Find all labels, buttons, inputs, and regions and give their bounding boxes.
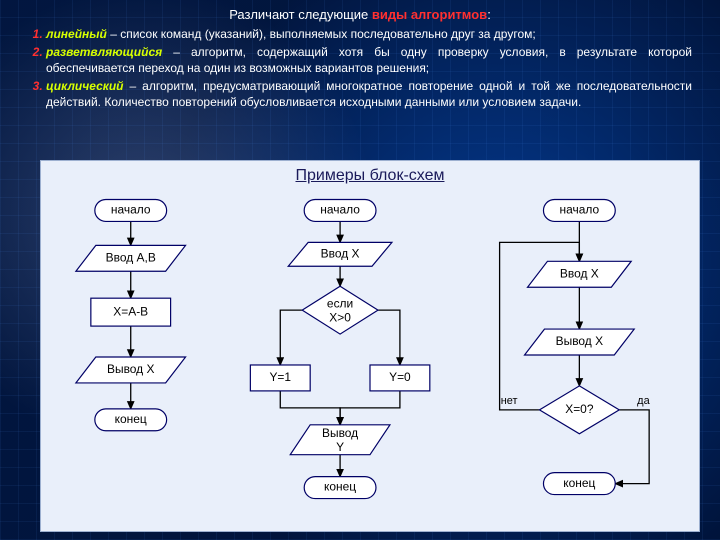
svg-text:конец: конец xyxy=(115,412,147,426)
svg-text:нет: нет xyxy=(501,395,518,407)
def-linear: линейный – список команд (указаний), вып… xyxy=(46,26,692,42)
desc-cyclic: – алгоритм, предусматривающий многократн… xyxy=(46,79,692,109)
node-p4: X=0? xyxy=(539,386,619,434)
node-m4: Y=1 xyxy=(250,365,310,391)
node-p2: Ввод X xyxy=(528,261,632,287)
definitions-block: Различают следующие виды алгоритмов: лин… xyxy=(0,0,720,110)
term-branching: разветвляющийся xyxy=(46,45,162,59)
svg-text:начало: начало xyxy=(320,203,360,217)
node-p5: конец xyxy=(543,473,615,495)
flowchart-panel: Примеры блок-схем начало Ввод A,B X=A-B Выв… xyxy=(40,160,700,532)
svg-text:Ввод X: Ввод X xyxy=(321,246,360,260)
svg-text:Y: Y xyxy=(336,440,344,454)
node-m7: конец xyxy=(304,477,376,499)
svg-text:Вывод X: Вывод X xyxy=(107,362,154,376)
svg-text:Y=0: Y=0 xyxy=(389,370,411,384)
node-p1: начало xyxy=(543,199,615,221)
node-m2: Ввод X xyxy=(288,242,392,266)
def-branching: разветвляющийся – алгоритм, содержащий х… xyxy=(46,44,692,76)
node-m1: начало xyxy=(304,199,376,221)
term-cyclic: циклический xyxy=(46,79,124,93)
flowcharts-svg: начало Ввод A,B X=A-B Вывод X конец начало Вво… xyxy=(41,187,699,529)
title-pre: Различают следующие xyxy=(229,7,372,22)
svg-text:X=0?: X=0? xyxy=(565,402,594,416)
svg-text:Ввод X: Ввод X xyxy=(560,266,599,280)
svg-text:если: если xyxy=(327,296,353,310)
def-cyclic: циклический – алгоритм, предусматривающи… xyxy=(46,78,692,110)
term-linear: линейный xyxy=(46,27,107,41)
node-m6: ВыводY xyxy=(290,425,390,455)
svg-text:Вывод X: Вывод X xyxy=(556,334,603,348)
svg-text:X>0: X>0 xyxy=(329,310,351,324)
node-m3: еслиX>0 xyxy=(302,286,378,334)
svg-text:конец: конец xyxy=(324,480,356,494)
svg-text:начало: начало xyxy=(560,203,600,217)
node-n3: X=A-B xyxy=(91,298,171,326)
node-n1: начало xyxy=(95,199,167,221)
node-n4: Вывод X xyxy=(76,357,186,383)
desc-linear: – список команд (указаний), выполняемых … xyxy=(107,27,536,41)
node-n5: конец xyxy=(95,409,167,431)
svg-text:Y=1: Y=1 xyxy=(269,370,291,384)
svg-text:да: да xyxy=(637,395,650,407)
svg-text:Ввод A,B: Ввод A,B xyxy=(106,250,156,264)
svg-text:Вывод: Вывод xyxy=(322,426,358,440)
title-post: : xyxy=(487,7,491,22)
definitions-list: линейный – список команд (указаний), вып… xyxy=(28,26,692,111)
node-m5: Y=0 xyxy=(370,365,430,391)
definitions-title: Различают следующие виды алгоритмов: xyxy=(28,6,692,24)
svg-text:конец: конец xyxy=(563,476,595,490)
node-p3: Вывод X xyxy=(525,329,635,355)
svg-text:начало: начало xyxy=(111,203,151,217)
svg-text:X=A-B: X=A-B xyxy=(113,304,148,318)
node-n2: Ввод A,B xyxy=(76,245,186,271)
panel-title: Примеры блок-схем xyxy=(41,167,699,185)
title-keyword: виды алгоритмов xyxy=(372,7,487,22)
